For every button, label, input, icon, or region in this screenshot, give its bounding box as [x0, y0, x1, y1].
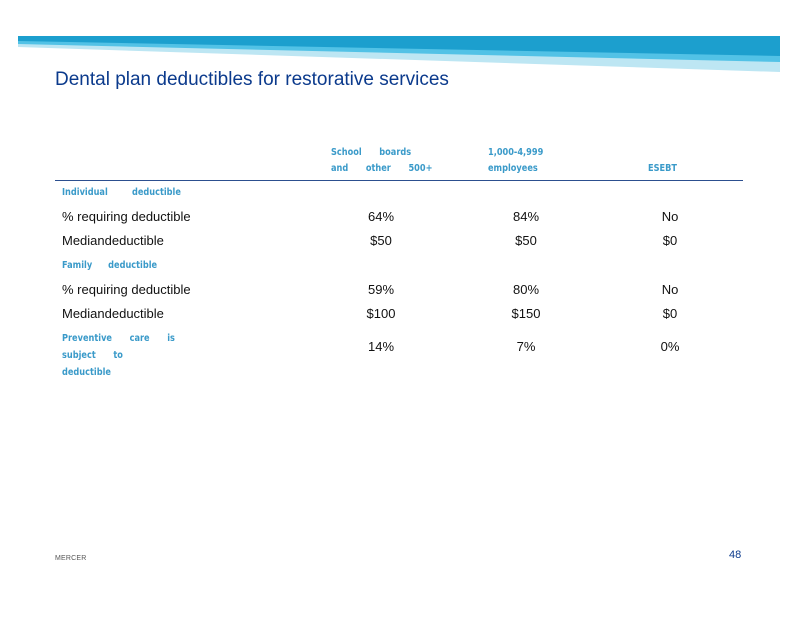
column-header-school-line2: and other 500+ — [331, 163, 433, 174]
cell-individual-requiring-large: 84% — [512, 209, 540, 224]
row-label-family-median: Mediandeductible — [62, 306, 164, 321]
column-header-school-boards: School boards and other 500+ — [331, 145, 432, 177]
column-header-esebt: ESEBT — [648, 163, 677, 174]
cell-individual-median-esebt: $0 — [662, 233, 678, 248]
row-label-individual-requiring: % requiring deductible — [62, 209, 191, 224]
cell-individual-requiring-school: 64% — [367, 209, 395, 224]
column-header-large-employers: 1,000-4,999 employees — [488, 145, 543, 177]
column-header-large-line2: employees — [488, 163, 538, 174]
cell-preventive-large: 7% — [516, 339, 536, 354]
cell-family-median-esebt: $0 — [662, 306, 678, 321]
cell-family-median-school: $100 — [366, 306, 396, 321]
table-header-rule — [55, 180, 743, 181]
section-family-deductible: Family deductible — [62, 260, 158, 271]
cell-family-requiring-esebt: No — [661, 282, 679, 297]
column-header-school-line1: School boards — [331, 147, 412, 158]
row-label-family-requiring: % requiring deductible — [62, 282, 191, 297]
banner-dark-stripe — [18, 36, 780, 56]
cell-preventive-esebt: 0% — [660, 339, 680, 354]
page-number: 48 — [729, 549, 742, 561]
cell-family-requiring-large: 80% — [512, 282, 540, 297]
header-banner — [18, 36, 780, 72]
row-label-individual-median: Mediandeductible — [62, 233, 164, 248]
page-title: Dental plan deductibles for restorative … — [55, 69, 449, 90]
cell-individual-median-school: $50 — [370, 233, 392, 248]
cell-preventive-school: 14% — [367, 339, 395, 354]
section-individual-deductible: Individual deductible — [62, 187, 181, 198]
cell-family-median-large: $150 — [511, 306, 541, 321]
column-header-large-line1: 1,000-4,999 — [488, 147, 544, 158]
cell-family-requiring-school: 59% — [367, 282, 395, 297]
cell-individual-median-large: $50 — [515, 233, 537, 248]
mercer-logo: MERCER — [55, 555, 87, 562]
cell-individual-requiring-esebt: No — [661, 209, 679, 224]
section-preventive-care: Preventive care is subject to deductible — [62, 333, 175, 378]
